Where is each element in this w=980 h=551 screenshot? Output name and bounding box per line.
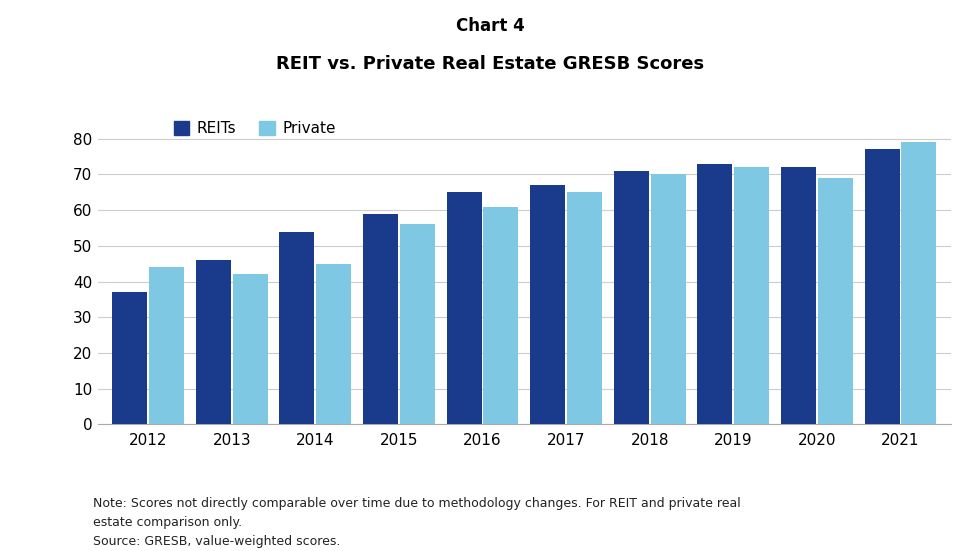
Text: Note: Scores not directly comparable over time due to methodology changes. For R: Note: Scores not directly comparable ove… <box>93 497 741 548</box>
Bar <box>196 260 231 424</box>
Bar <box>530 185 565 424</box>
Bar <box>781 168 816 424</box>
Text: REIT vs. Private Real Estate GRESB Scores: REIT vs. Private Real Estate GRESB Score… <box>276 55 704 73</box>
Bar <box>613 171 649 424</box>
Bar <box>363 214 398 424</box>
Bar <box>864 149 900 424</box>
Bar <box>400 224 435 424</box>
Bar <box>149 267 184 424</box>
Bar <box>698 164 732 424</box>
Bar <box>232 274 268 424</box>
Bar <box>566 192 602 424</box>
Bar <box>279 231 315 424</box>
Legend: REITs, Private: REITs, Private <box>173 121 336 136</box>
Bar <box>112 292 147 424</box>
Bar <box>902 142 937 424</box>
Bar <box>317 264 351 424</box>
Bar <box>734 168 769 424</box>
Text: Chart 4: Chart 4 <box>456 17 524 35</box>
Bar <box>817 178 853 424</box>
Bar <box>651 175 686 424</box>
Bar <box>483 207 518 424</box>
Bar <box>447 192 482 424</box>
